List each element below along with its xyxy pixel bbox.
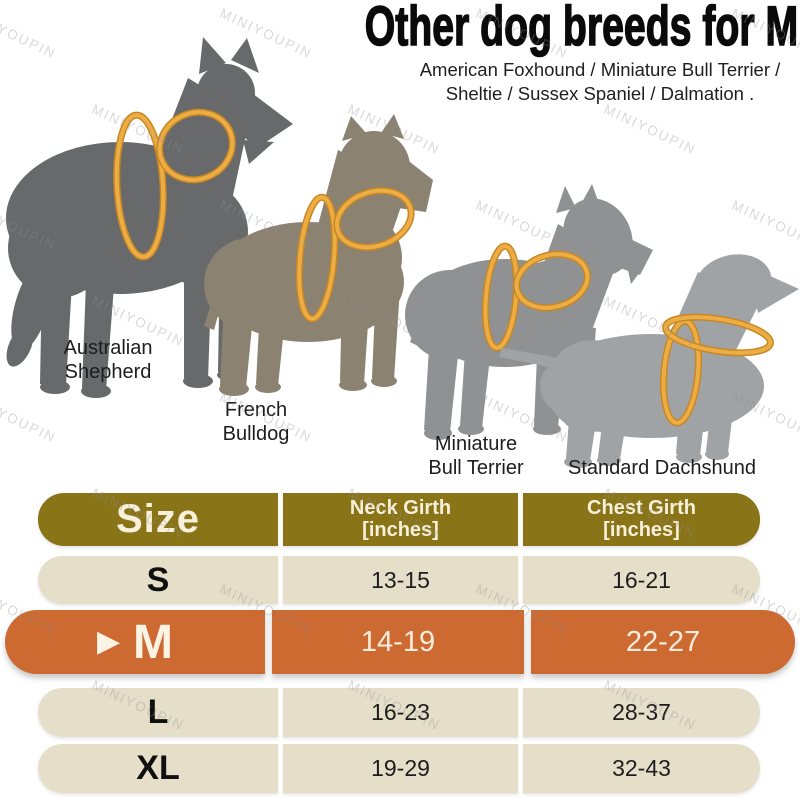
- neck-value: 14-19: [360, 625, 436, 658]
- cell-neck-l: 16-23: [283, 688, 518, 737]
- label-french-bulldog: French Bulldog: [196, 398, 316, 447]
- label-line: Australian: [63, 337, 153, 359]
- harness-rings-standard-dachshund: [659, 313, 774, 427]
- header-chest-line1: Chest Girth: [587, 496, 696, 519]
- chest-value: 32-43: [612, 755, 671, 781]
- cell-size-l: L: [38, 688, 278, 737]
- header-size: Size: [38, 493, 278, 546]
- size-label: M: [133, 615, 174, 669]
- header-neck-line2: [inches]: [362, 518, 439, 541]
- header-chest-girth: Chest Girth [inches]: [523, 493, 760, 546]
- neck-value: 19-29: [371, 755, 430, 781]
- label-line: Bull Terrier: [428, 457, 524, 480]
- cell-chest-s: 16-21: [523, 556, 760, 604]
- chest-value: 16-21: [612, 566, 671, 593]
- breed-list-subtitle: American Foxhound / Miniature Bull Terri…: [404, 58, 796, 106]
- dog-silhouette-australian-shepherd: [6, 37, 293, 398]
- subtitle-line-1: American Foxhound / Miniature Bull Terri…: [419, 59, 781, 80]
- cell-size-m: ▶ M: [5, 610, 265, 674]
- size-label: XL: [136, 749, 180, 787]
- selected-marker-icon: ▶: [96, 625, 121, 658]
- cell-chest-l: 28-37: [523, 688, 760, 737]
- page-title: Other dog breeds for M: [364, 0, 799, 58]
- harness-rings-french-bulldog: [295, 187, 415, 323]
- cell-size-xl: XL: [38, 744, 278, 793]
- dog-size-illustration: [6, 37, 799, 468]
- cell-size-s: S: [38, 556, 278, 604]
- chest-value: 22-27: [625, 625, 701, 658]
- label-standard-dachshund: Standard Dachshund: [552, 456, 772, 480]
- cell-neck-s: 13-15: [283, 556, 518, 604]
- label-line: Shepherd: [64, 361, 152, 384]
- cell-neck-m: 14-19: [272, 610, 524, 674]
- label-line: Miniature: [434, 433, 518, 455]
- harness-rings-miniature-bull-terrier: [481, 242, 591, 352]
- label-miniature-bull-terrier: Miniature Bull Terrier: [398, 432, 554, 481]
- neck-value: 13-15: [371, 566, 430, 593]
- label-line: Bulldog: [222, 423, 290, 446]
- label-line: Standard Dachshund: [568, 457, 756, 479]
- neck-value: 16-23: [371, 699, 430, 725]
- size-label: S: [146, 560, 170, 599]
- header-chest-line2: [inches]: [603, 518, 680, 541]
- subtitle-line-2: Sheltie / Sussex Spaniel / Dalmation .: [445, 83, 755, 105]
- label-line: French: [224, 399, 288, 421]
- header-neck-girth: Neck Girth [inches]: [283, 493, 518, 546]
- cell-chest-m: 22-27: [531, 610, 795, 674]
- dog-silhouette-french-bulldog: [204, 114, 433, 396]
- chest-value: 28-37: [612, 699, 671, 725]
- size-label: L: [147, 693, 169, 731]
- label-australian-shepherd: Australian Shepherd: [42, 336, 174, 385]
- cell-chest-xl: 32-43: [523, 744, 760, 793]
- harness-rings-australian-shepherd: [113, 108, 236, 261]
- header-neck-line1: Neck Girth: [349, 496, 452, 519]
- cell-neck-xl: 19-29: [283, 744, 518, 793]
